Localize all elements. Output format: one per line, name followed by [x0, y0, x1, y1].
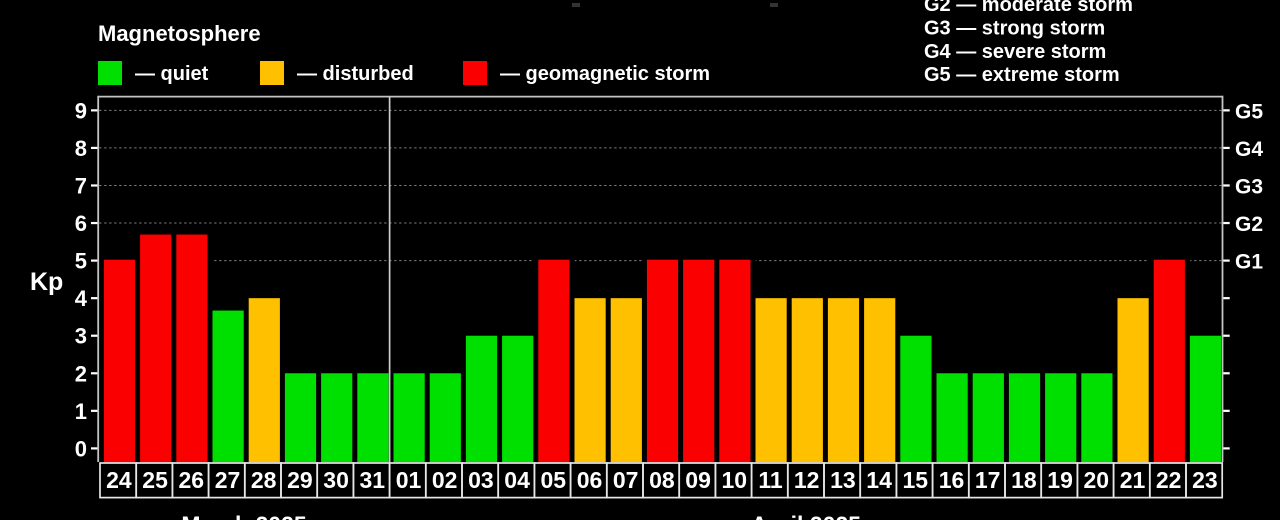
svg-text:— quiet: — quiet — [135, 63, 209, 85]
svg-text:13: 13 — [830, 467, 856, 493]
svg-text:March 2025: March 2025 — [181, 512, 307, 520]
svg-text:G1: G1 — [1235, 251, 1263, 274]
svg-text:07: 07 — [613, 467, 639, 493]
svg-text:11: 11 — [758, 467, 783, 493]
svg-text:12: 12 — [794, 467, 820, 493]
svg-text:G2 — moderate storm: G2 — moderate storm — [924, 0, 1133, 16]
svg-text:23: 23 — [1192, 467, 1218, 493]
svg-text:8: 8 — [75, 136, 87, 161]
svg-text:2: 2 — [75, 361, 87, 386]
svg-text:April 2025: April 2025 — [751, 512, 861, 520]
svg-text:9: 9 — [75, 98, 87, 123]
svg-text:6: 6 — [75, 211, 87, 236]
svg-text:0: 0 — [75, 436, 87, 461]
svg-text:Kp: Kp — [30, 268, 63, 296]
svg-text:20: 20 — [1084, 467, 1110, 493]
svg-text:09: 09 — [685, 467, 711, 493]
svg-text:5: 5 — [75, 249, 87, 274]
svg-text:04: 04 — [504, 467, 530, 493]
svg-text:15: 15 — [903, 467, 929, 493]
svg-text:31: 31 — [360, 467, 386, 493]
svg-text:4: 4 — [75, 286, 88, 311]
svg-text:26: 26 — [179, 467, 205, 493]
svg-text:01: 01 — [396, 467, 422, 493]
svg-text:27: 27 — [215, 467, 241, 493]
svg-text:28: 28 — [251, 467, 277, 493]
svg-text:21: 21 — [1120, 467, 1146, 493]
svg-text:08: 08 — [649, 467, 675, 493]
svg-text:1: 1 — [75, 399, 87, 424]
svg-text:7: 7 — [75, 174, 87, 199]
svg-text:10: 10 — [722, 467, 748, 493]
svg-text:29: 29 — [287, 467, 313, 493]
svg-text:G5 — extreme storm: G5 — extreme storm — [924, 64, 1120, 86]
svg-text:24: 24 — [106, 467, 132, 493]
svg-text:17: 17 — [975, 467, 1001, 493]
svg-text:G4: G4 — [1235, 138, 1263, 161]
svg-text:14: 14 — [866, 467, 892, 493]
svg-text:05: 05 — [541, 467, 567, 493]
svg-text:25: 25 — [142, 467, 168, 493]
svg-text:G5: G5 — [1235, 100, 1263, 123]
svg-text:3: 3 — [75, 324, 87, 349]
svg-text:03: 03 — [468, 467, 494, 493]
svg-text:02: 02 — [432, 467, 458, 493]
svg-text:G4 — severe storm: G4 — severe storm — [924, 41, 1106, 63]
svg-text:G3: G3 — [1235, 176, 1263, 199]
svg-text:Magnetosphere: Magnetosphere — [98, 21, 261, 46]
svg-text:— disturbed: — disturbed — [297, 63, 414, 85]
svg-text:19: 19 — [1047, 467, 1073, 493]
svg-text:— geomagnetic storm: — geomagnetic storm — [500, 63, 710, 85]
svg-text:G2: G2 — [1235, 213, 1263, 236]
svg-text:16: 16 — [939, 467, 965, 493]
svg-text:G3 — strong storm: G3 — strong storm — [924, 17, 1105, 39]
svg-text:22: 22 — [1156, 467, 1182, 493]
svg-text:06: 06 — [577, 467, 603, 493]
svg-text:30: 30 — [323, 467, 349, 493]
svg-text:18: 18 — [1011, 467, 1037, 493]
